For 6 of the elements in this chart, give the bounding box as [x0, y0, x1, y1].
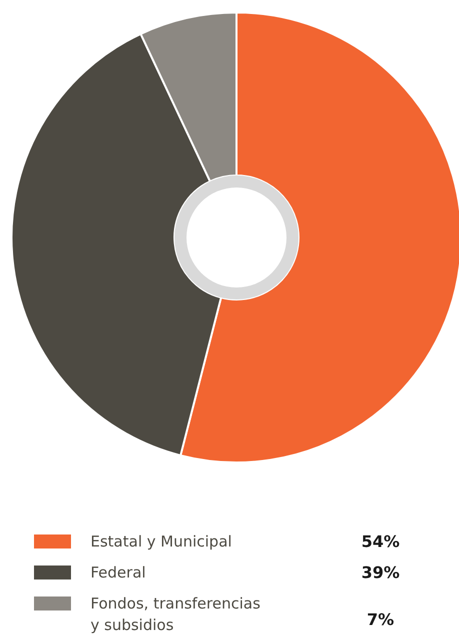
data-label: 54% — [361, 532, 400, 551]
legend-label: Fondos, transferencias y subsidios — [90, 594, 261, 634]
data-label: 39% — [361, 563, 400, 582]
legend-label: Estatal y Municipal — [90, 532, 232, 550]
data-label: 7% — [366, 610, 394, 629]
legend-label: Federal — [90, 564, 146, 582]
